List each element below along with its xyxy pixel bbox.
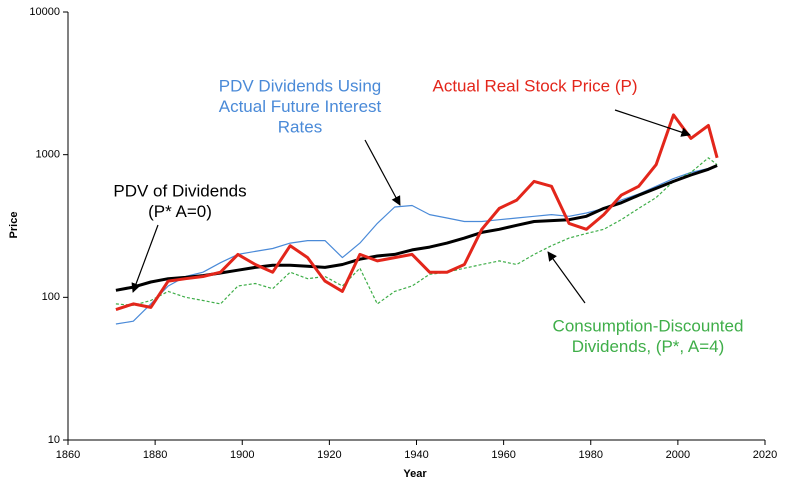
annotation-text: Rates xyxy=(278,117,322,136)
annotation-text: Dividends, (P*, A=4) xyxy=(572,337,725,356)
annotation-arrow xyxy=(131,224,159,293)
y-tick-label: 10 xyxy=(48,434,60,446)
x-tick-label: 2020 xyxy=(753,449,777,461)
y-tick-label: 10000 xyxy=(29,6,60,18)
series-line xyxy=(115,113,719,312)
y-tick-label: 100 xyxy=(42,291,60,303)
annotation-text: Consumption-Discounted xyxy=(553,316,744,335)
annotation-text: PDV Dividends Using xyxy=(219,76,382,95)
x-tick-label: 1940 xyxy=(404,449,428,461)
x-tick-label: 1860 xyxy=(56,449,80,461)
x-tick-label: 1920 xyxy=(317,449,341,461)
annotation-text: Actual Real Stock Price (P) xyxy=(432,76,637,95)
x-tick-label: 1960 xyxy=(491,449,515,461)
x-tick-label: 1900 xyxy=(230,449,254,461)
series-line xyxy=(115,165,718,325)
x-axis-label: Year xyxy=(403,468,427,480)
annotation-text: (P* A=0) xyxy=(148,202,212,221)
x-tick-label: 1880 xyxy=(143,449,167,461)
annotation-arrow xyxy=(547,251,586,304)
annotation-text: PDV of Dividends xyxy=(113,181,246,200)
series-line xyxy=(115,157,718,306)
annotation-text: Actual Future Interest xyxy=(219,97,382,116)
y-axis-label: Price xyxy=(8,212,20,239)
y-tick-label: 1000 xyxy=(36,149,60,161)
x-tick-label: 2000 xyxy=(666,449,690,461)
annotation-arrow xyxy=(364,139,401,206)
x-tick-label: 1980 xyxy=(579,449,603,461)
annotation-arrow xyxy=(614,109,691,137)
